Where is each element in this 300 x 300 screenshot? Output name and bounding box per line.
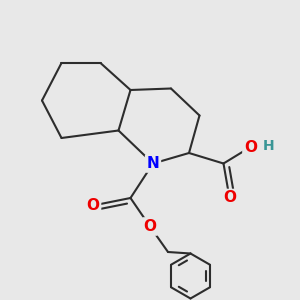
Text: O: O (223, 190, 236, 206)
Text: N: N (147, 156, 159, 171)
Text: O: O (244, 140, 257, 154)
Text: O: O (86, 198, 100, 213)
Text: O: O (143, 219, 157, 234)
Text: H: H (263, 140, 275, 153)
